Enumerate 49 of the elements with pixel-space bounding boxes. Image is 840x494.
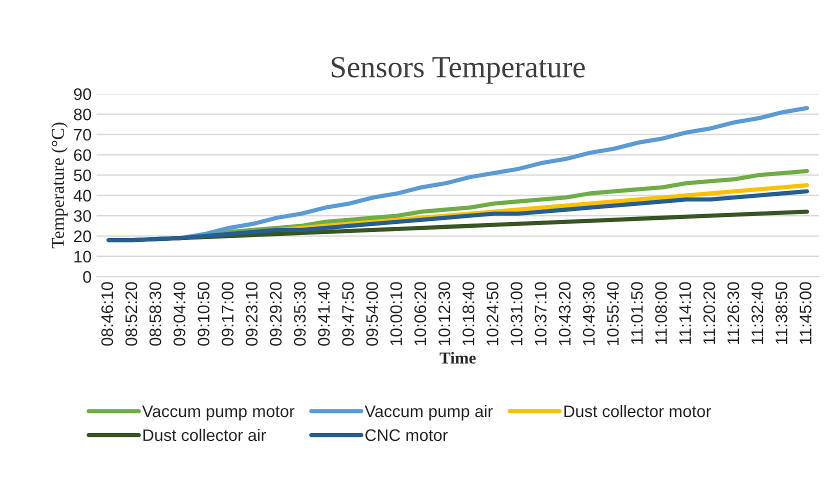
x-tick-label: 11:38:50: [776, 282, 788, 344]
x-tick-label: 11:45:00: [800, 282, 812, 344]
x-tick-label: 10:12:30: [438, 282, 450, 346]
x-tick-label: 10:49:30: [582, 282, 595, 346]
x-tick-label: 09:10:50: [198, 282, 210, 346]
x-axis-title: Time: [440, 352, 476, 364]
x-tick-label: 09:29:20: [270, 282, 282, 346]
x-tick-label: 10:55:40: [606, 282, 619, 346]
y-tick-label: 50: [74, 169, 92, 182]
x-tick-label: 08:52:20: [125, 282, 138, 346]
x-tick-label: 10:24:50: [486, 282, 498, 346]
y-tick-label: 40: [74, 190, 92, 202]
y-tick-label: 90: [74, 88, 92, 100]
x-tick-label: 10:00:10: [390, 282, 402, 346]
legend-label: Dust collector air: [143, 428, 266, 442]
x-tick-label: 09:47:50: [342, 282, 354, 346]
x-tick-label: 10:31:00: [510, 282, 522, 346]
x-tick-label: 11:32:40: [751, 282, 764, 344]
line-series: [106, 189, 810, 242]
x-tick-label: 10:18:40: [462, 282, 474, 346]
x-tick-label: 10:43:20: [558, 282, 571, 346]
y-tick-label: 30: [74, 210, 92, 222]
y-tick-label: 80: [74, 108, 92, 120]
y-tick-label: 70: [74, 128, 92, 141]
x-tick-label: 10:37:10: [534, 282, 547, 346]
legend-label: Dust collector motor: [564, 404, 711, 418]
x-tick-label: 08:58:30: [149, 282, 162, 346]
x-tick-label: 11:01:50: [631, 282, 643, 344]
x-tick-label: 11:26:30: [727, 282, 740, 344]
y-axis-title: Temperature (°C): [51, 122, 68, 248]
x-tick-label: 09:35:30: [294, 282, 306, 346]
legend-label: Vaccum pump motor: [142, 406, 294, 420]
legend-label: Vaccum pump air: [364, 404, 493, 420]
x-tick-label: 11:20:20: [703, 282, 716, 344]
y-tick-label: 0: [83, 271, 92, 283]
x-tick-label: 09:54:00: [366, 282, 378, 346]
chart-title: Sensors Temperature: [332, 56, 585, 84]
x-tick-label: 09:41:40: [318, 282, 330, 346]
legend-label: CNC motor: [365, 429, 448, 442]
x-tick-label: 11:14:10: [679, 282, 692, 344]
x-tick-label: 10:06:20: [414, 282, 426, 346]
y-tick-label: 60: [74, 149, 92, 161]
x-tick-label: 09:04:40: [174, 282, 186, 346]
y-tick-label: 20: [74, 230, 92, 242]
x-tick-label: 08:46:10: [101, 282, 114, 346]
y-tick-label: 10: [74, 250, 92, 263]
x-tick-label: 09:17:00: [222, 282, 234, 346]
x-tick-label: 09:23:10: [246, 282, 258, 346]
x-tick-label: 11:08:00: [655, 282, 667, 344]
